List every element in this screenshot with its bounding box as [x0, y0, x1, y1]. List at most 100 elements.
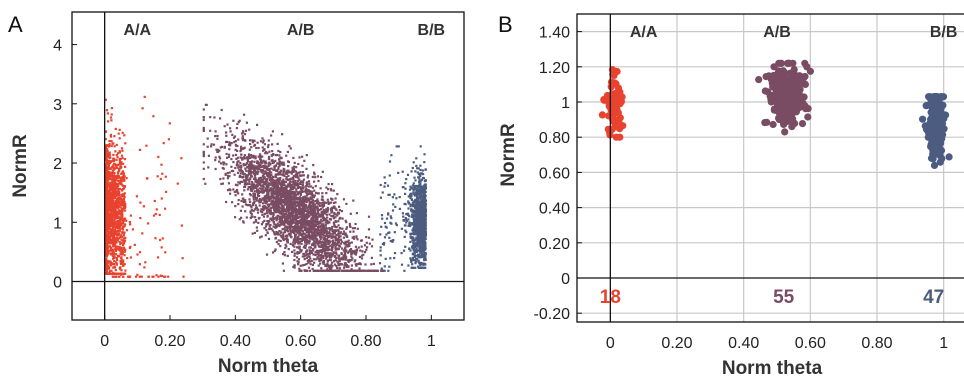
- ab-point: [310, 230, 313, 233]
- aa-point: [116, 220, 119, 223]
- ab-point: [301, 215, 304, 218]
- aa-point: [167, 275, 170, 278]
- ab-point: [252, 187, 256, 190]
- ab-point: [337, 237, 340, 240]
- ab-point: [303, 252, 306, 255]
- ab-point: [281, 181, 284, 184]
- ab-point: [334, 259, 337, 262]
- aa-point: [112, 153, 115, 156]
- ab-point: [202, 118, 205, 122]
- ab-point: [260, 208, 263, 211]
- ab-point: [365, 236, 368, 239]
- ab-point: [303, 263, 306, 266]
- ab-point: [321, 240, 324, 243]
- ab-point: [286, 217, 289, 220]
- aa-point: [115, 166, 118, 169]
- ab-point: [263, 219, 266, 222]
- ab-point: [306, 206, 309, 209]
- ab-point: [262, 139, 265, 142]
- ab-point: [289, 202, 292, 206]
- aa-point: [121, 170, 125, 173]
- aa-point: [129, 214, 132, 217]
- ab-point: [232, 169, 235, 173]
- ab-point: [285, 210, 288, 213]
- ab-point: [281, 188, 284, 191]
- aa-point: [122, 275, 125, 278]
- aa-point: [164, 207, 167, 210]
- ab-point: [306, 209, 310, 212]
- aa-point: [117, 167, 120, 170]
- ab-point: [319, 258, 323, 261]
- ab-point: [331, 265, 334, 268]
- ab-point: [241, 180, 244, 183]
- aa-point: [161, 237, 164, 240]
- aa-point: [118, 212, 121, 215]
- ab-point: [301, 234, 304, 237]
- ab-point: [332, 214, 335, 217]
- aa-point: [112, 195, 116, 198]
- aa-point: [115, 263, 118, 266]
- ab-point: [278, 224, 281, 227]
- ab-point: [267, 173, 270, 176]
- ab-point: [309, 257, 312, 260]
- aa-point: [105, 254, 108, 257]
- ab-point: [307, 224, 310, 227]
- aa-point: [104, 243, 107, 246]
- ab-point: [317, 264, 320, 267]
- ab-point: [313, 207, 316, 211]
- ab-point: [243, 157, 246, 160]
- aa-point: [111, 187, 114, 191]
- ab-point: [365, 241, 368, 244]
- ab-point: [238, 218, 241, 221]
- aa-point: [109, 223, 113, 226]
- ab-point: [298, 200, 301, 204]
- ab-point: [306, 214, 310, 217]
- aa-point: [113, 228, 116, 231]
- aa-point: [118, 237, 121, 240]
- ab-point: [348, 244, 351, 247]
- ab-point: [226, 172, 229, 175]
- ab-point: [289, 228, 292, 231]
- ab-point: [293, 254, 296, 257]
- aa-point: [123, 134, 126, 137]
- aa-point: [124, 165, 127, 168]
- ab-point: [257, 199, 260, 202]
- ab-point: [316, 232, 319, 235]
- ab-point: [284, 213, 288, 216]
- ab-point: [299, 201, 303, 204]
- ab-point: [259, 201, 262, 204]
- aa-point: [104, 259, 107, 262]
- ab-point: [338, 217, 341, 220]
- ab-point: [254, 216, 257, 219]
- ab-point: [262, 186, 265, 189]
- ab-point: [214, 130, 217, 133]
- ab-point: [278, 210, 281, 213]
- aa-point: [116, 212, 119, 215]
- aa-point: [114, 269, 117, 272]
- ab-point: [245, 169, 248, 172]
- ab-point: [300, 174, 304, 177]
- aa-point: [105, 258, 108, 261]
- ab-point: [241, 176, 244, 179]
- ab-point: [327, 235, 330, 238]
- ab-point: [255, 146, 258, 150]
- aa-point: [158, 213, 161, 216]
- ab-point: [271, 229, 274, 232]
- ab-point: [284, 180, 287, 184]
- ab-point: [295, 205, 298, 208]
- ab-point: [327, 188, 330, 191]
- aa-point: [112, 272, 115, 275]
- aa-point: [104, 230, 108, 233]
- ab-point: [354, 263, 357, 266]
- ab-point: [272, 161, 276, 164]
- ab-point: [277, 207, 280, 210]
- ab-point: [251, 139, 254, 142]
- ab-point: [347, 265, 350, 268]
- ab-point: [335, 208, 338, 211]
- ab-point: [285, 154, 288, 157]
- ab-point: [330, 214, 333, 218]
- ab-point: [249, 154, 252, 157]
- ab-point: [305, 204, 308, 207]
- ab-point: [320, 236, 323, 239]
